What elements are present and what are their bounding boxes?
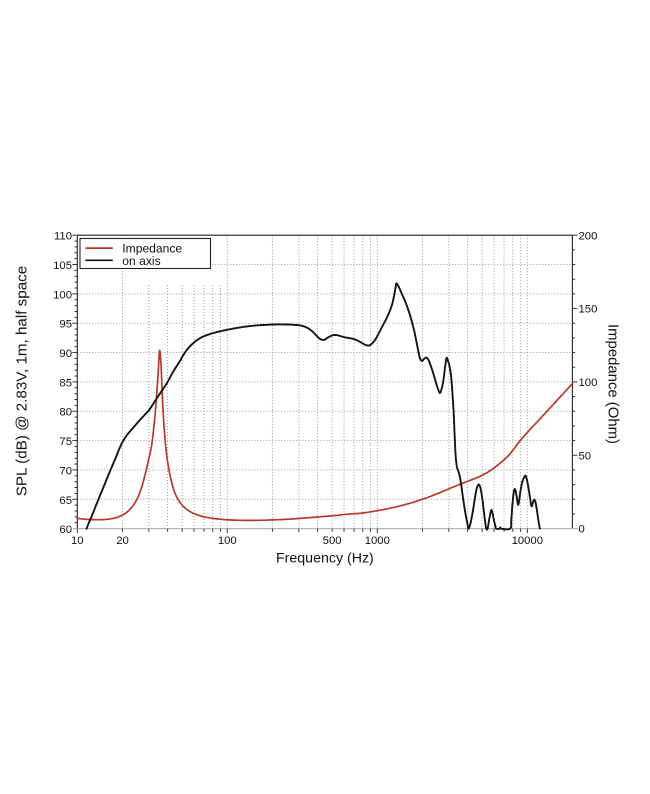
svg-text:60: 60	[59, 524, 72, 536]
svg-text:10: 10	[71, 535, 84, 547]
svg-text:80: 80	[59, 407, 72, 419]
svg-text:85: 85	[59, 377, 72, 389]
svg-text:90: 90	[59, 348, 72, 360]
svg-text:on axis: on axis	[122, 254, 160, 268]
svg-text:1000: 1000	[365, 535, 390, 547]
svg-text:65: 65	[59, 495, 72, 507]
svg-text:10000: 10000	[512, 535, 543, 547]
svg-text:100: 100	[218, 535, 237, 547]
svg-text:95: 95	[59, 319, 72, 331]
svg-text:110: 110	[54, 231, 72, 243]
svg-text:Frequency (Hz): Frequency (Hz)	[276, 550, 374, 566]
svg-text:500: 500	[323, 535, 342, 547]
svg-text:SPL (dB) @ 2.83V, 1m, half spa: SPL (dB) @ 2.83V, 1m, half space	[14, 266, 31, 496]
svg-text:150: 150	[579, 304, 598, 316]
svg-text:200: 200	[579, 230, 598, 242]
svg-text:50: 50	[579, 450, 592, 462]
svg-text:Impedance: Impedance	[122, 242, 182, 256]
svg-text:Impedance (Ohm): Impedance (Ohm)	[604, 324, 620, 444]
svg-text:20: 20	[116, 535, 129, 547]
svg-text:0: 0	[579, 524, 585, 536]
svg-text:100: 100	[53, 289, 72, 301]
svg-text:105: 105	[53, 260, 72, 272]
svg-text:100: 100	[579, 377, 598, 389]
svg-text:70: 70	[59, 465, 72, 477]
svg-text:75: 75	[59, 436, 72, 448]
